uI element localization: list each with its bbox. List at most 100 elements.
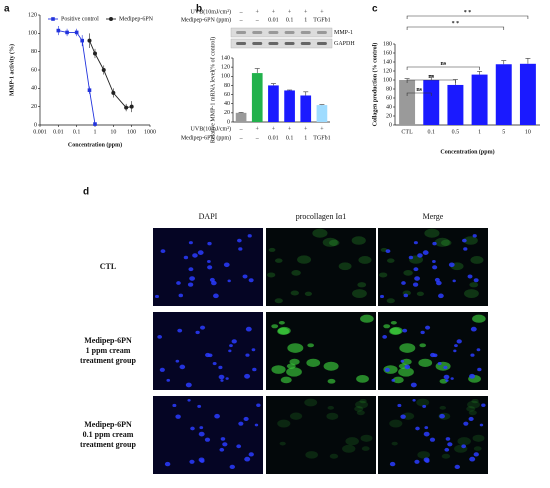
green-signal	[360, 434, 373, 442]
nucleus	[413, 267, 419, 272]
blot-band	[268, 31, 279, 34]
green-signal	[360, 314, 374, 323]
green-signal	[278, 320, 285, 325]
nucleus	[436, 280, 442, 286]
nucleus	[380, 294, 385, 299]
nucleus	[463, 247, 468, 251]
nucleus	[211, 280, 217, 286]
green-signal	[277, 419, 291, 428]
blot-band	[300, 31, 311, 34]
green-signal	[416, 291, 424, 296]
green-signal	[291, 270, 301, 276]
nucleus	[175, 414, 181, 419]
y-tick-label: 0	[227, 119, 230, 125]
nucleus	[213, 293, 219, 299]
green-signal	[439, 405, 446, 410]
bar	[268, 85, 279, 122]
nucleus	[450, 377, 454, 380]
nucleus	[385, 249, 391, 254]
nucleus	[245, 326, 252, 332]
column-header: DAPI	[199, 212, 218, 221]
nucleus	[454, 464, 460, 470]
significance-bracket	[406, 79, 456, 83]
green-signal	[471, 398, 479, 404]
green-signal	[468, 410, 477, 416]
green-signal	[323, 361, 339, 371]
nucleus	[199, 426, 204, 430]
nucleus	[414, 459, 420, 464]
nucleus	[179, 364, 186, 370]
nucleus	[222, 442, 228, 447]
nucleus	[467, 274, 473, 279]
micrograph	[266, 396, 376, 474]
x-tick-label: 10	[110, 129, 116, 135]
blot-strip	[230, 27, 333, 38]
nucleus	[183, 255, 189, 260]
blot-band	[236, 42, 247, 45]
nucleus	[190, 426, 195, 431]
y-tick-label: 180	[383, 41, 392, 47]
blot-label: GAPDH	[334, 41, 355, 47]
nucleus	[252, 367, 257, 372]
nucleus	[468, 416, 474, 421]
significance-bracket	[406, 26, 505, 30]
nucleus	[408, 255, 414, 260]
blot-label: MMP-1	[334, 30, 353, 36]
green-signal	[390, 320, 397, 325]
point	[101, 68, 106, 72]
x-tick-label: 1	[304, 135, 307, 141]
green-signal	[304, 398, 318, 407]
nucleus	[452, 279, 456, 283]
nucleus	[227, 279, 231, 283]
nucleus	[178, 293, 184, 298]
point	[129, 104, 134, 109]
y-tick-label: 40	[31, 86, 37, 92]
nucleus	[424, 426, 429, 430]
nucleus	[218, 374, 225, 380]
y-tick-label: 40	[386, 104, 392, 110]
x-tick-label: –	[239, 135, 244, 141]
significance-label: ns	[416, 87, 422, 93]
nucleus	[207, 241, 212, 246]
nucleus	[185, 382, 192, 388]
nucleus	[219, 447, 225, 452]
nucleus	[456, 339, 462, 344]
nucleus	[242, 274, 248, 279]
green-signal	[355, 400, 369, 409]
x-tick-label: –	[255, 135, 260, 141]
green-signal	[383, 324, 391, 329]
nucleus	[420, 330, 425, 335]
nucleus	[204, 437, 211, 442]
nucleus	[207, 353, 213, 358]
nucleus	[425, 325, 431, 330]
point	[111, 90, 116, 95]
y-tick-label: 100	[221, 74, 230, 80]
y-tick-label: 80	[386, 86, 392, 92]
green-signal	[267, 272, 276, 278]
green-signal	[352, 289, 367, 299]
y-tick-label: 20	[31, 104, 37, 110]
blot-band	[252, 42, 263, 45]
x-tick-label: +	[320, 126, 324, 132]
series-line	[89, 40, 132, 109]
nucleus	[229, 344, 233, 348]
nucleus	[417, 253, 423, 258]
green-signal	[472, 314, 486, 323]
x-tick-label: +	[304, 126, 308, 132]
nucleus	[473, 452, 479, 457]
micrograph	[378, 396, 488, 474]
green-signal	[345, 437, 359, 446]
row-name: Medipep-6PN (ppm)	[181, 16, 231, 23]
nucleus	[228, 349, 232, 353]
blot-lane-label: TGFb1	[313, 17, 330, 23]
green-signal	[305, 451, 318, 459]
green-signal	[286, 367, 302, 377]
green-signal	[470, 256, 484, 264]
nucleus	[172, 403, 177, 408]
x-tick-label: 0.5	[452, 129, 460, 135]
nucleus	[220, 437, 226, 441]
green-signal	[297, 255, 312, 264]
nucleus	[244, 456, 251, 462]
nucleus	[175, 359, 180, 363]
green-signal	[441, 453, 451, 459]
